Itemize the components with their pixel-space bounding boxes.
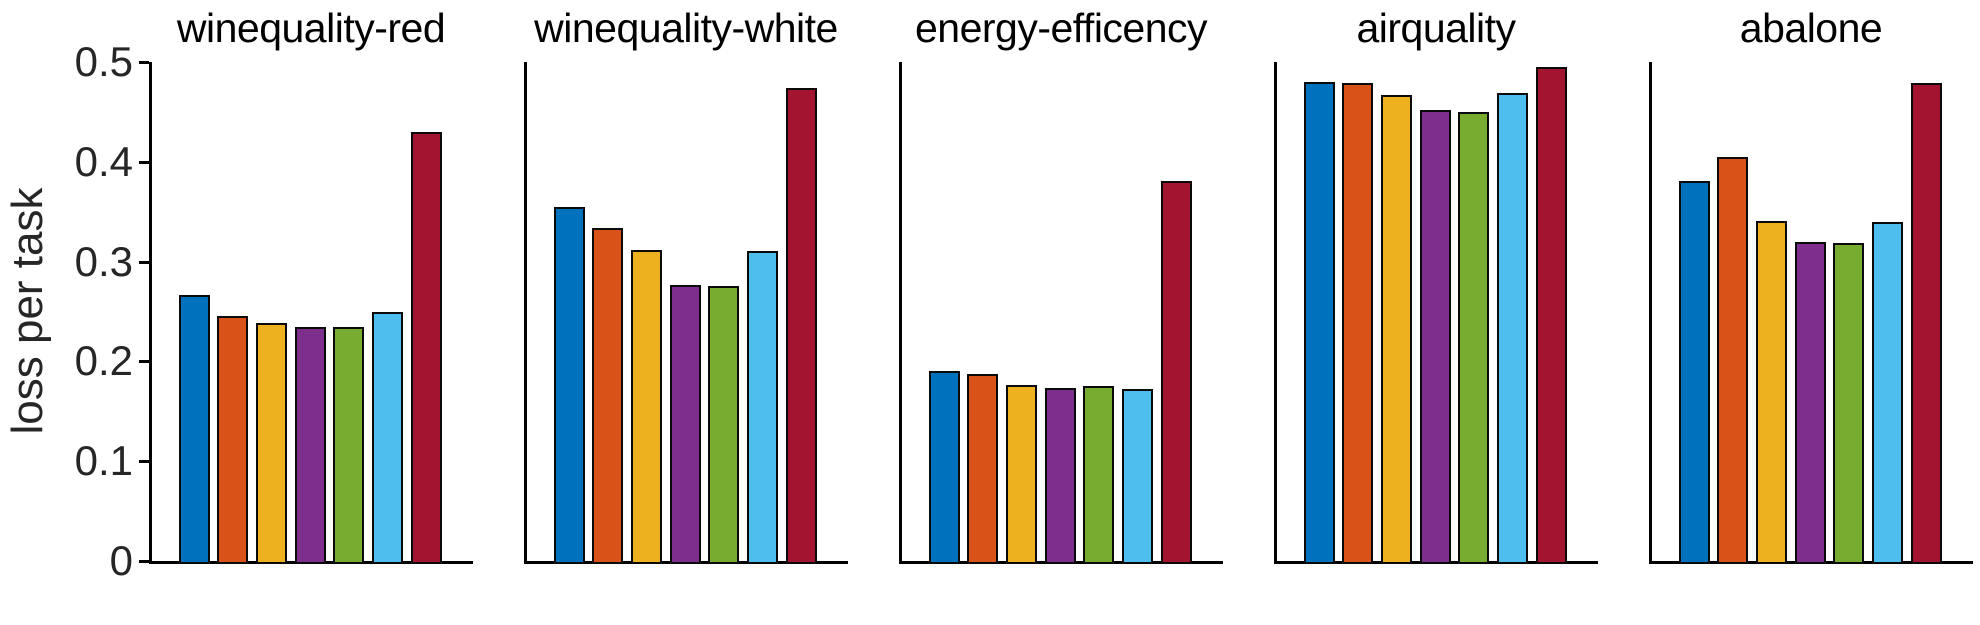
bar-abalone-5: [1833, 242, 1865, 564]
bar-energy-efficency-1: [928, 371, 960, 564]
subplot-airquality: airquality: [1274, 0, 1598, 625]
y-tick-mark: [139, 360, 149, 364]
bar-winequality-white-3: [631, 249, 663, 564]
y-tick-label: 0: [109, 537, 133, 584]
y-axis-spine: [899, 62, 902, 564]
bar-energy-efficency-4: [1044, 388, 1076, 564]
y-axis-spine: [524, 62, 527, 564]
y-tick-mark: [139, 260, 149, 264]
bar-winequality-white-7: [785, 87, 817, 564]
bar-winequality-red-2: [217, 316, 249, 564]
bar-abalone-3: [1756, 220, 1788, 564]
bar-airquality-3: [1381, 94, 1413, 564]
subplot-title: energy-efficency: [914, 5, 1208, 51]
y-tick-label: 0.4: [74, 137, 133, 185]
bar-airquality-6: [1497, 92, 1529, 564]
y-tick-mark: [139, 460, 149, 464]
y-tick-mark: [139, 560, 149, 563]
bar-energy-efficency-2: [967, 374, 999, 564]
subplot-title: winequality-red: [176, 5, 446, 51]
bar-abalone-1: [1678, 180, 1710, 564]
bar-winequality-red-7: [410, 131, 442, 564]
bar-winequality-white-6: [747, 250, 779, 564]
bar-energy-efficency-5: [1083, 386, 1115, 564]
subplot-title: abalone: [1739, 5, 1883, 51]
bar-winequality-red-6: [372, 312, 404, 564]
y-tick-label: 0.3: [74, 237, 133, 285]
bar-energy-efficency-3: [1006, 385, 1038, 564]
subplot-energy-efficency: energy-efficency: [899, 0, 1223, 625]
y-axis-spine: [1274, 62, 1277, 564]
bar-winequality-red-1: [178, 294, 210, 564]
bar-abalone-7: [1910, 82, 1942, 564]
bar-airquality-4: [1419, 109, 1451, 564]
y-tick-mark: [139, 61, 149, 64]
y-axis-spine: [149, 62, 152, 564]
bar-airquality-1: [1303, 81, 1335, 564]
bar-abalone-2: [1717, 156, 1749, 564]
bar-energy-efficency-6: [1122, 389, 1154, 564]
bar-winequality-white-4: [669, 284, 701, 564]
bar-energy-efficency-7: [1160, 180, 1192, 564]
y-tick-mark: [139, 160, 149, 164]
subplot-winequality-red: winequality-red: [139, 0, 473, 625]
bar-winequality-white-1: [553, 206, 585, 564]
subplot-abalone: abalone: [1649, 0, 1973, 625]
bar-airquality-5: [1458, 111, 1490, 564]
y-tick-labels: 0 0.1 0.2 0.3 0.4 0.5: [0, 0, 133, 625]
subplot-title: airquality: [1356, 5, 1516, 51]
y-tick-label: 0.1: [74, 437, 133, 485]
subplot-winequality-white: winequality-white: [524, 0, 848, 625]
y-tick-label: 0.2: [74, 337, 133, 385]
bar-winequality-white-5: [708, 285, 740, 564]
bar-winequality-red-5: [333, 327, 365, 564]
subplot-title: winequality-white: [534, 5, 838, 51]
y-tick-label: 0.5: [74, 38, 133, 85]
bar-winequality-red-4: [294, 327, 326, 564]
bar-abalone-6: [1872, 221, 1904, 564]
bar-airquality-2: [1342, 82, 1374, 564]
bar-abalone-4: [1794, 241, 1826, 564]
bar-airquality-7: [1535, 66, 1567, 564]
y-axis-spine: [1649, 62, 1652, 564]
bar-winequality-red-3: [256, 323, 288, 564]
bar-winequality-white-2: [592, 227, 624, 564]
